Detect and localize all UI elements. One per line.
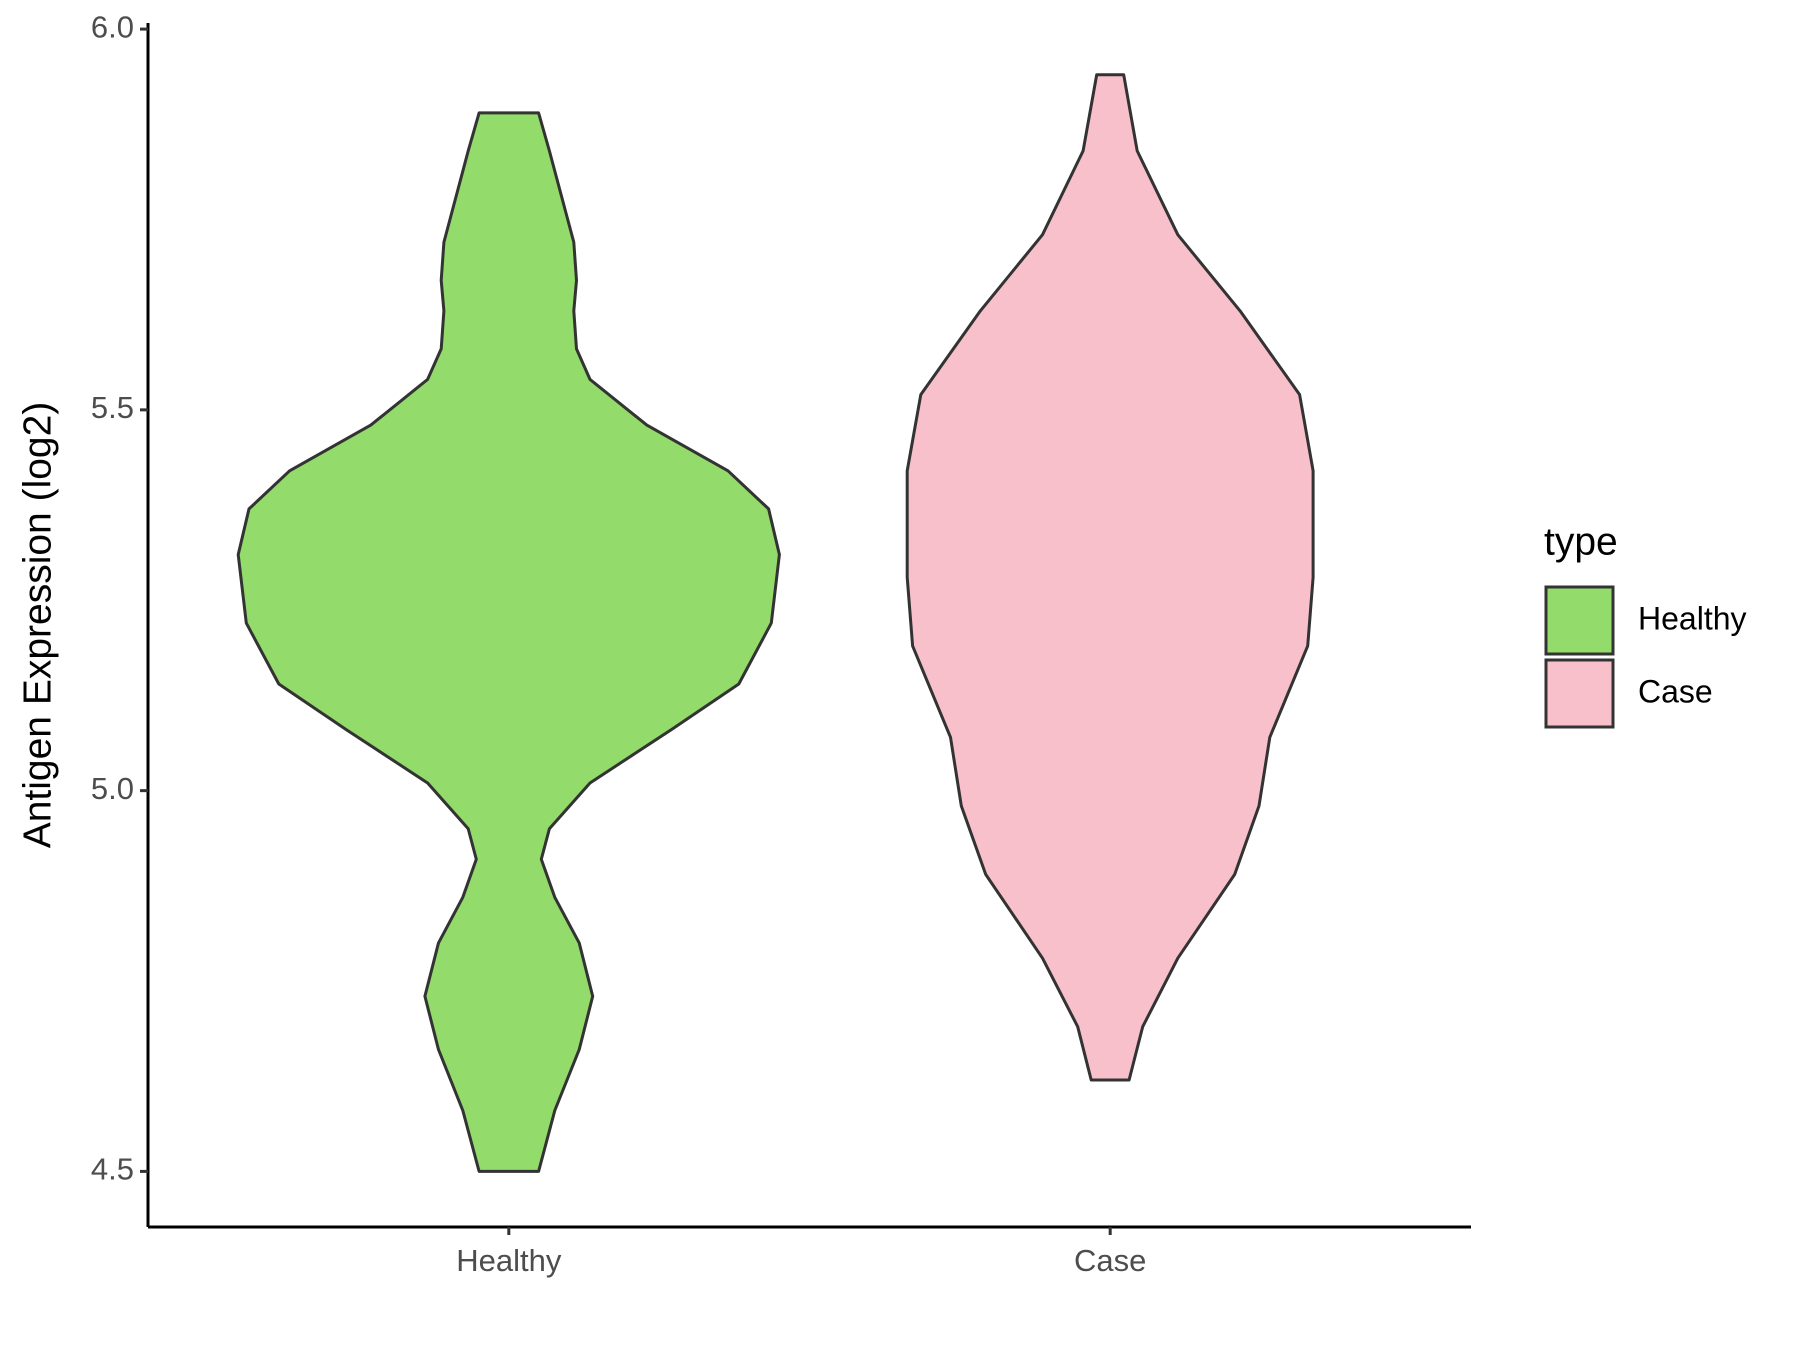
y-axis-title: Antigen Expression (log2) xyxy=(16,402,59,849)
y-tick-label: 4.5 xyxy=(91,1152,134,1187)
x-tick-label: Case xyxy=(1074,1243,1146,1278)
violin xyxy=(905,73,1315,1082)
y-tick-label: 6.0 xyxy=(91,9,134,44)
legend-label: Case xyxy=(1638,673,1713,709)
y-tick-label: 5.5 xyxy=(91,390,134,425)
x-tick-label: Healthy xyxy=(456,1243,562,1278)
legend-label: Healthy xyxy=(1638,600,1747,636)
legend-key xyxy=(1544,585,1615,656)
legend-key xyxy=(1544,658,1615,729)
y-tick-label: 5.0 xyxy=(91,771,134,806)
legend-title: type xyxy=(1544,520,1618,563)
violin xyxy=(236,111,781,1173)
